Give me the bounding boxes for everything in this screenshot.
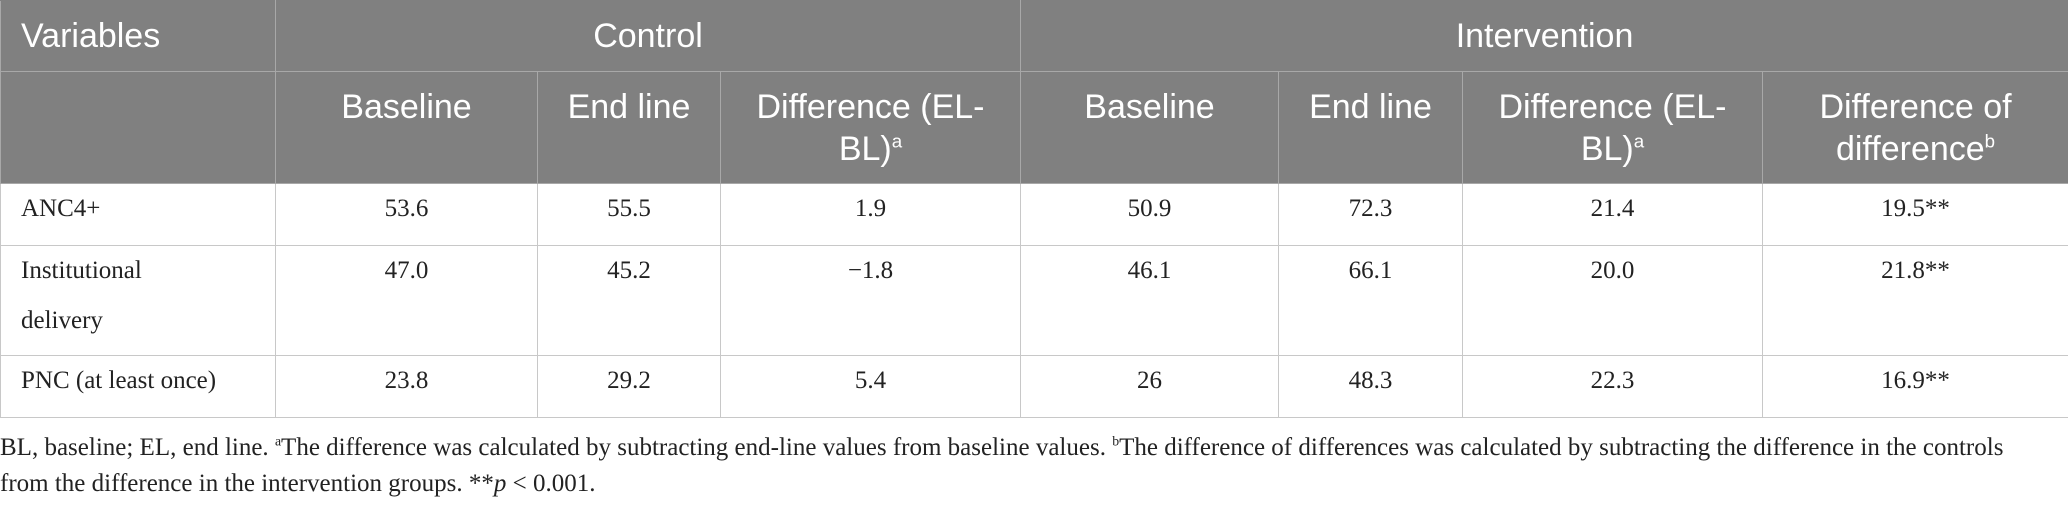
cell-control-difference: −1.8 bbox=[720, 245, 1021, 356]
table-footnote: BL, baseline; EL, end line. aThe differe… bbox=[0, 430, 2050, 502]
header-control-baseline: Baseline bbox=[275, 71, 538, 184]
footnote-marker-a: a bbox=[1633, 130, 1645, 152]
footnote-marker-a: a bbox=[891, 130, 903, 152]
footnote-abbreviations: BL, baseline; EL, end line. bbox=[0, 434, 275, 461]
cell-intervention-baseline: 46.1 bbox=[1020, 245, 1279, 356]
header-row-columns: Baseline End line Difference (EL-BL)a Ba… bbox=[0, 71, 2068, 184]
cell-intervention-difference: 21.4 bbox=[1462, 183, 1763, 246]
table-row: ANC4+ 53.6 55.5 1.9 50.9 72.3 21.4 19.5*… bbox=[0, 183, 2068, 246]
header-control-difference-label: Difference (EL-BL) bbox=[756, 88, 985, 168]
header-intervention-difference-label: Difference (EL-BL) bbox=[1498, 88, 1727, 168]
footnote-marker-a: a bbox=[274, 433, 282, 449]
cell-variable: ANC4+ bbox=[0, 183, 276, 246]
cell-intervention-endline: 72.3 bbox=[1278, 183, 1463, 246]
cell-control-baseline: 53.6 bbox=[275, 183, 538, 246]
cell-control-difference: 1.9 bbox=[720, 183, 1021, 246]
cell-control-endline: 55.5 bbox=[537, 183, 721, 246]
results-table-container: Variables Control Intervention Baseline … bbox=[0, 0, 2068, 418]
cell-control-endline: 29.2 bbox=[537, 355, 721, 418]
results-table: Variables Control Intervention Baseline … bbox=[0, 0, 2068, 418]
header-intervention-endline: End line bbox=[1278, 71, 1463, 184]
significance-p: p bbox=[493, 470, 507, 497]
cell-diff-of-diff: 21.8** bbox=[1761, 245, 2068, 356]
footnote-b-text: The difference of differences was calcul… bbox=[0, 434, 2004, 497]
table-row: Institutional delivery 47.0 45.2 −1.8 46… bbox=[0, 245, 2068, 356]
cell-control-endline: 45.2 bbox=[537, 245, 721, 356]
significance-stars: ** bbox=[468, 470, 494, 497]
footnote-marker-b: b bbox=[1112, 433, 1120, 449]
footnote-marker-b: b bbox=[1984, 130, 1996, 152]
header-intervention-baseline: Baseline bbox=[1020, 71, 1279, 184]
header-row-groups: Variables Control Intervention bbox=[0, 0, 2068, 72]
header-intervention-group: Intervention bbox=[1019, 0, 2068, 72]
cell-control-baseline: 23.8 bbox=[275, 355, 538, 418]
cell-diff-of-diff: 19.5** bbox=[1761, 183, 2068, 246]
cell-variable: PNC (at least once) bbox=[0, 355, 276, 418]
cell-intervention-difference: 22.3 bbox=[1462, 355, 1763, 418]
significance-threshold: < 0.001. bbox=[506, 470, 596, 497]
cell-intervention-endline: 66.1 bbox=[1278, 245, 1463, 356]
header-control-group: Control bbox=[275, 0, 1021, 72]
header-variables: Variables bbox=[0, 0, 276, 72]
header-diff-of-diff: Difference of differenceb bbox=[1761, 71, 2068, 184]
header-empty-cell bbox=[0, 71, 276, 184]
cell-diff-of-diff: 16.9** bbox=[1761, 355, 2068, 418]
cell-variable: Institutional delivery bbox=[0, 245, 276, 356]
header-intervention-difference: Difference (EL-BL)a bbox=[1462, 71, 1763, 184]
table-row: PNC (at least once) 23.8 29.2 5.4 26 48.… bbox=[0, 355, 2068, 418]
header-control-endline: End line bbox=[537, 71, 721, 184]
cell-intervention-baseline: 26 bbox=[1020, 355, 1279, 418]
cell-intervention-difference: 20.0 bbox=[1462, 245, 1763, 356]
header-control-difference: Difference (EL-BL)a bbox=[720, 71, 1021, 184]
footnote-a-text: The difference was calculated by subtrac… bbox=[281, 434, 1113, 461]
cell-control-difference: 5.4 bbox=[720, 355, 1021, 418]
header-diff-of-diff-label: Difference of difference bbox=[1819, 88, 2012, 168]
cell-control-baseline: 47.0 bbox=[275, 245, 538, 356]
cell-intervention-endline: 48.3 bbox=[1278, 355, 1463, 418]
cell-intervention-baseline: 50.9 bbox=[1020, 183, 1279, 246]
